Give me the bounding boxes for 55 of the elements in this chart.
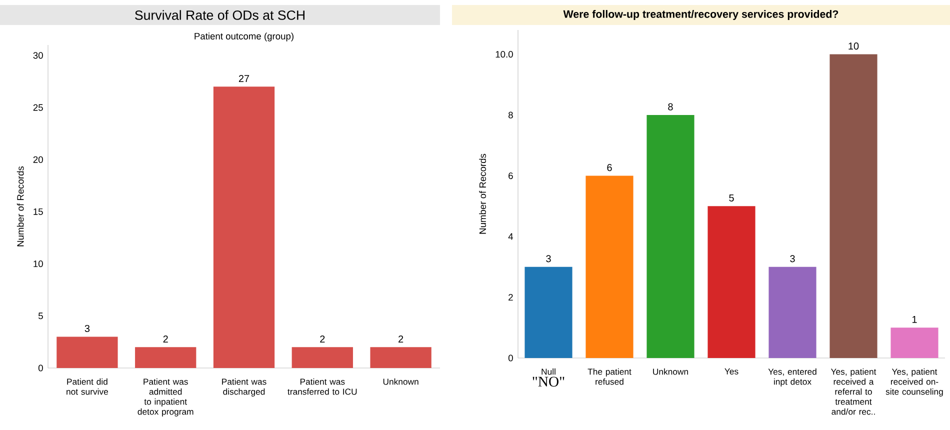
bar bbox=[768, 266, 816, 358]
bar bbox=[135, 347, 196, 368]
data-label: 10 bbox=[848, 42, 859, 50]
y-tick-label: 0 bbox=[508, 354, 513, 362]
x-tick-label: Unknown bbox=[653, 368, 688, 375]
y-tick-label: 10.0 bbox=[496, 51, 513, 58]
bar bbox=[213, 86, 275, 368]
chart-subtitle: Patient outcome (group) bbox=[194, 32, 294, 42]
data-label: 2 bbox=[163, 335, 168, 342]
y-tick-label: 8 bbox=[508, 112, 513, 118]
bar bbox=[56, 336, 118, 368]
y-tick-label: 2 bbox=[508, 294, 513, 301]
y-tick-label: 6 bbox=[508, 172, 513, 180]
bar bbox=[646, 115, 694, 358]
data-label: 2 bbox=[320, 335, 325, 342]
y-tick-label: 0 bbox=[38, 364, 43, 372]
x-tick-label: Yes, entered inpt detox bbox=[768, 368, 816, 386]
data-label: 3 bbox=[84, 324, 90, 332]
y-tick-label: 5 bbox=[38, 312, 43, 320]
text: "NO" bbox=[532, 376, 564, 387]
y-axis-title: Number of Records bbox=[16, 166, 24, 246]
chart-title: Survival Rate of ODs at SCH bbox=[135, 10, 304, 20]
x-tick-label: Unknown bbox=[383, 378, 418, 385]
bar bbox=[292, 347, 353, 368]
data-label: 6 bbox=[607, 164, 612, 172]
data-label: 8 bbox=[668, 103, 673, 110]
data-label: 3 bbox=[790, 255, 795, 262]
y-axis-title: Number of Records bbox=[479, 154, 486, 234]
x-tick-label: Yes bbox=[724, 368, 738, 374]
x-tick-label: Null bbox=[542, 368, 556, 375]
y-tick-label: 10 bbox=[34, 260, 43, 268]
bar bbox=[370, 347, 432, 368]
bar bbox=[586, 176, 634, 358]
data-label: 1 bbox=[912, 316, 917, 323]
data-label: 27 bbox=[238, 74, 250, 82]
data-label: 5 bbox=[729, 194, 734, 202]
x-tick-label: Patient was transferred to ICU bbox=[288, 378, 357, 395]
x-tick-label: Yes, patient received a referral to treatment and/or rec.. bbox=[830, 368, 876, 415]
bar bbox=[830, 54, 878, 358]
x-tick-label: Patient was discharged bbox=[222, 378, 266, 396]
data-label: 3 bbox=[546, 255, 551, 262]
x-tick-label: Patient was admitted to inpatient detox program bbox=[138, 378, 194, 416]
chart-title: Were follow-up treatment/recovery services provided? bbox=[563, 10, 838, 20]
x-tick-label: Patient did not survive bbox=[66, 378, 108, 395]
bar bbox=[890, 328, 938, 358]
data-label: 2 bbox=[398, 335, 404, 342]
y-tick-label: 15 bbox=[34, 208, 43, 215]
x-tick-label: The patient refused bbox=[588, 368, 632, 385]
y-tick-label: 25 bbox=[33, 104, 43, 111]
y-tick-label: 30 bbox=[33, 52, 43, 59]
y-tick-label: 4 bbox=[508, 233, 514, 240]
x-tick-label: Yes, patient received on-site counseling bbox=[886, 368, 943, 396]
bar bbox=[524, 266, 572, 358]
y-tick-label: 20 bbox=[33, 156, 43, 163]
bar bbox=[708, 206, 756, 358]
